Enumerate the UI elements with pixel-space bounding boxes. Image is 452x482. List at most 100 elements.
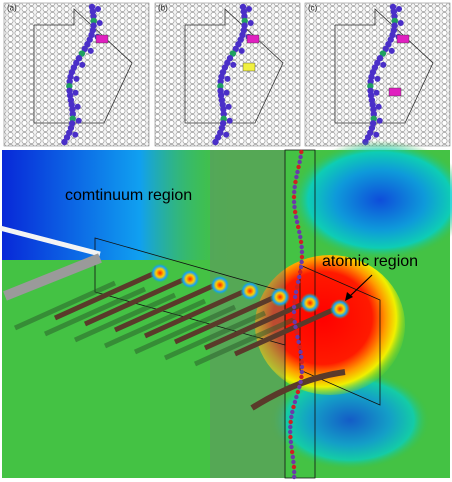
atom (291, 460, 295, 464)
atom (297, 345, 301, 349)
atom (299, 355, 303, 359)
atom (299, 245, 303, 249)
atom (292, 310, 296, 314)
atom (292, 475, 296, 479)
atom (299, 375, 303, 379)
atom (300, 370, 304, 374)
atom (298, 235, 302, 239)
atom (297, 385, 301, 389)
atom (298, 155, 302, 159)
atom (288, 435, 292, 439)
figure: (a)(b)(c) comtinuum region atomic region (0, 0, 452, 482)
atom (299, 150, 303, 154)
atom (73, 90, 79, 96)
atom (298, 270, 302, 274)
atom (293, 180, 297, 184)
hot-spot (300, 293, 320, 313)
atom-lattice (305, 3, 450, 146)
atom (294, 215, 298, 219)
atom (88, 48, 94, 54)
atom (380, 62, 386, 68)
atom (293, 400, 297, 404)
panel-row: (a)(b)(c) (4, 3, 450, 146)
atom (288, 430, 292, 434)
atom (288, 425, 292, 429)
hot-spot (240, 281, 260, 301)
atom (292, 300, 296, 304)
atom (230, 62, 236, 68)
hot-spot (180, 269, 200, 289)
marker (247, 35, 259, 43)
atom (300, 360, 304, 364)
atom (294, 290, 298, 294)
atom (292, 200, 296, 204)
atom (295, 285, 299, 289)
atom (294, 395, 298, 399)
atom (288, 420, 292, 424)
atom (239, 48, 245, 54)
marker (397, 35, 409, 43)
marker (96, 35, 108, 43)
atom (292, 205, 296, 209)
atom-lattice (4, 3, 149, 146)
atom (72, 132, 78, 138)
atom (226, 104, 232, 110)
marker (243, 63, 255, 71)
atom (290, 450, 294, 454)
atom (297, 230, 301, 234)
atom (291, 405, 295, 409)
atom (297, 160, 301, 164)
atom (293, 325, 297, 329)
atom (296, 225, 300, 229)
panel-label: (c) (308, 4, 318, 13)
atom (298, 380, 302, 384)
atom (292, 470, 296, 474)
atom (295, 335, 299, 339)
atom (289, 415, 293, 419)
atom (293, 320, 297, 324)
atom (75, 104, 81, 110)
atom (97, 20, 103, 26)
atom (289, 445, 293, 449)
atom (299, 260, 303, 264)
atom (300, 365, 304, 369)
atom (296, 340, 300, 344)
atom (299, 265, 303, 269)
atom (298, 350, 302, 354)
atom (294, 330, 298, 334)
atom (374, 76, 380, 82)
atom (76, 118, 82, 124)
atom (227, 118, 233, 124)
panel-label: (a) (7, 4, 17, 13)
atom (292, 465, 296, 469)
atom (295, 170, 299, 174)
atom (374, 90, 380, 96)
atom (292, 305, 296, 309)
atom (212, 139, 218, 145)
atomic-label: atomic region (322, 253, 418, 270)
atom (224, 76, 230, 82)
atom (73, 76, 79, 82)
hot-spot (270, 287, 290, 307)
atom (291, 455, 295, 459)
atom (294, 175, 298, 179)
atom-lattice (155, 3, 300, 146)
atom (377, 118, 383, 124)
atom (293, 210, 297, 214)
atom (300, 255, 304, 259)
atom (292, 195, 296, 199)
atom (248, 20, 254, 26)
hot-spot (210, 275, 230, 295)
continuum-label: comtinuum region (65, 187, 192, 204)
atom (79, 62, 85, 68)
atom (290, 410, 294, 414)
atom (292, 315, 296, 319)
atom (376, 104, 382, 110)
atom (295, 220, 299, 224)
atom (389, 48, 395, 54)
marker (389, 88, 401, 96)
atom (296, 165, 300, 169)
main-image: comtinuum region atomic region (0, 140, 452, 479)
atom (224, 90, 230, 96)
hot-spot (150, 263, 170, 283)
